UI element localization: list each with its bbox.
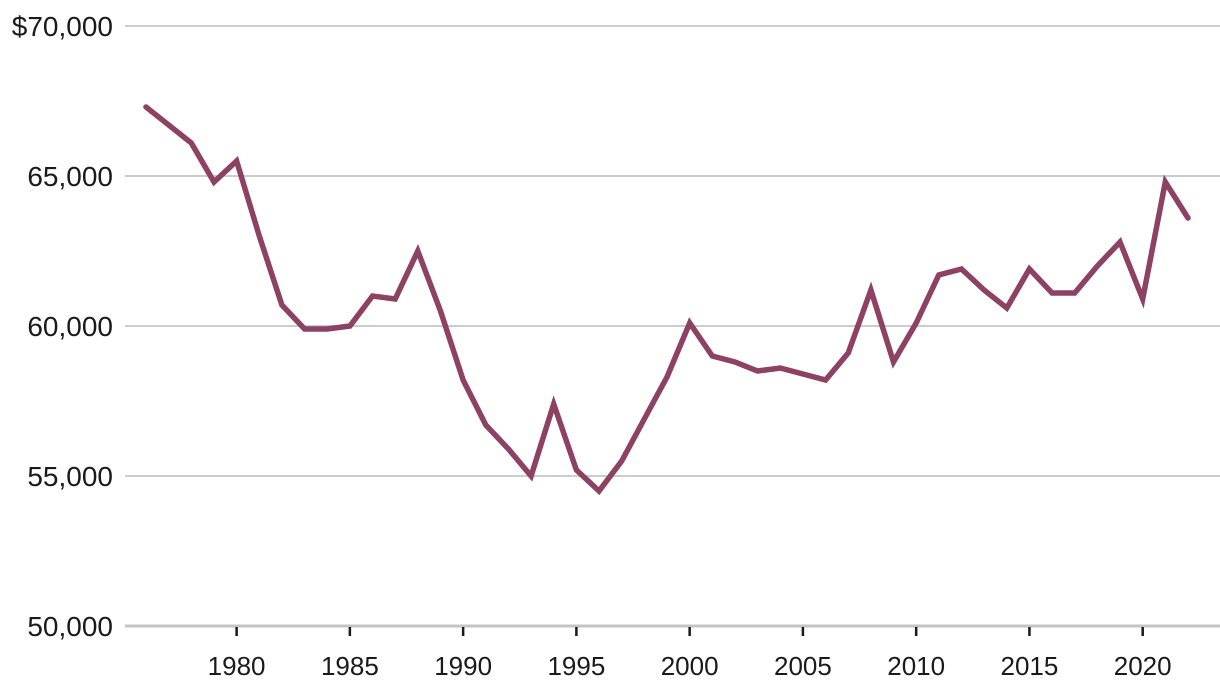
x-axis-label: 1980: [208, 651, 266, 681]
data-series-layer: [143, 104, 1191, 496]
data-line: [143, 104, 1191, 496]
y-axis-labels: $70,000 65,000 60,000 55,000 50,000: [12, 11, 113, 642]
x-axis-label: 2000: [661, 651, 719, 681]
y-axis-label: 65,000: [27, 161, 113, 192]
x-axis-label: 2015: [1001, 651, 1059, 681]
x-axis-label: 2020: [1114, 651, 1172, 681]
y-axis-label: 50,000: [27, 611, 113, 642]
x-axis-label: 1985: [321, 651, 379, 681]
x-axis-label: 1995: [547, 651, 605, 681]
x-axis: 1980 1985 1990 1995 2000 2005 2010 2015 2020: [208, 627, 1172, 681]
y-axis-label: 55,000: [27, 461, 113, 492]
y-axis-label: $70,000: [12, 11, 113, 42]
gridlines: [125, 25, 1220, 628]
x-axis-label: 2005: [774, 651, 832, 681]
x-axis-label: 1990: [434, 651, 492, 681]
x-axis-label: 2010: [887, 651, 945, 681]
y-axis-label: 60,000: [27, 311, 113, 342]
